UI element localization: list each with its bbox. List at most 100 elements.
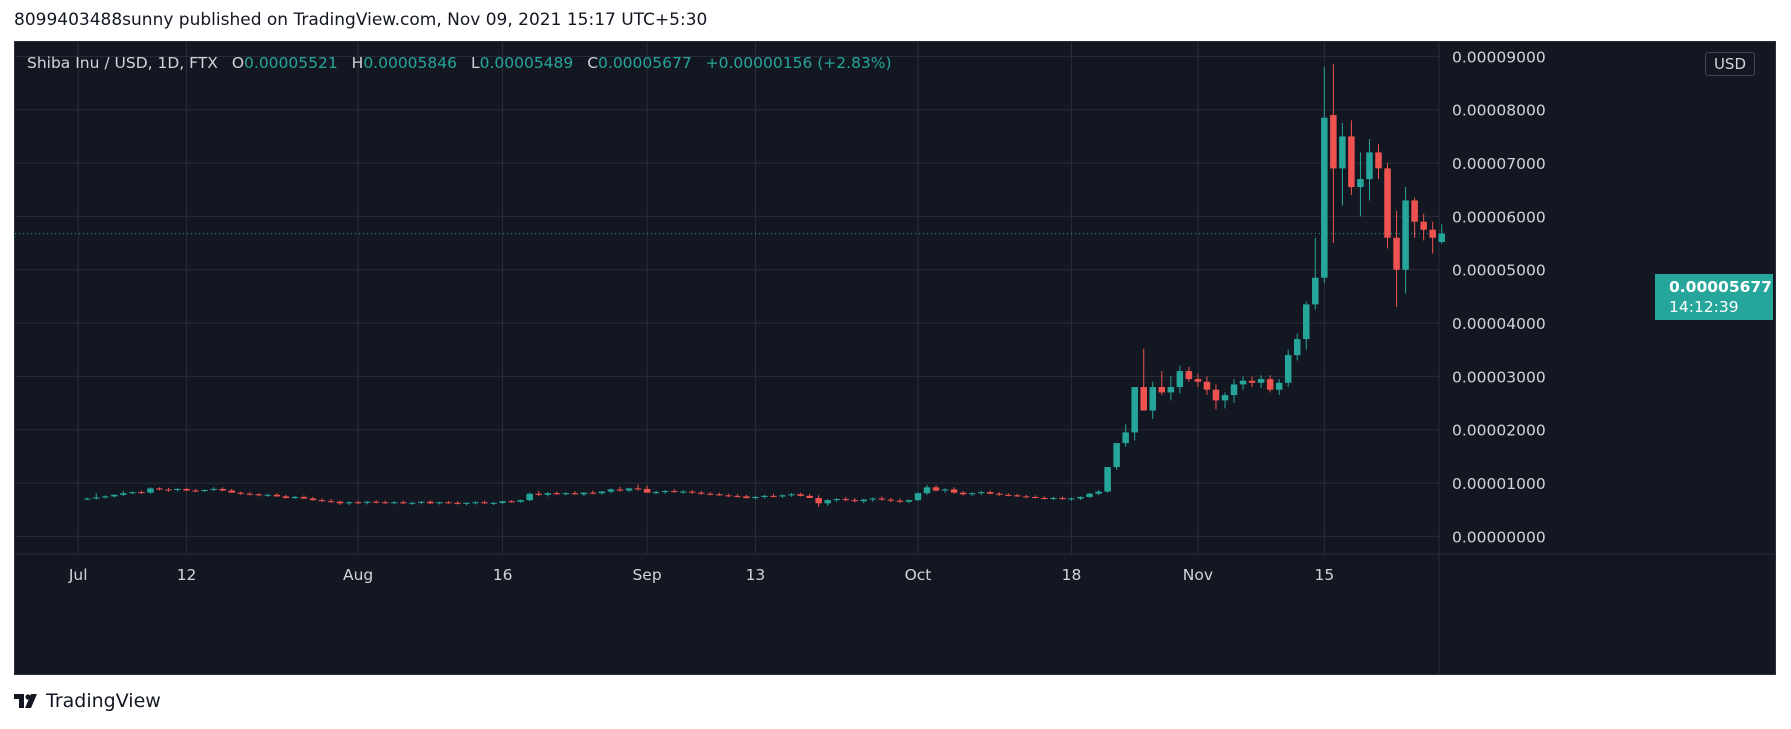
candle-body bbox=[652, 492, 660, 494]
candle bbox=[436, 501, 443, 505]
candle-body bbox=[824, 500, 831, 504]
candle-body bbox=[833, 499, 840, 501]
candle bbox=[1086, 492, 1093, 498]
tradingview-logo-icon bbox=[14, 694, 37, 708]
candle-body bbox=[445, 502, 452, 504]
candle-body bbox=[1095, 491, 1102, 494]
candle-body bbox=[363, 501, 371, 503]
candle bbox=[824, 499, 831, 506]
time-scale[interactable]: Jul 12 Aug 16 Sep 13 Oct 18 Nov 15 bbox=[68, 566, 1334, 584]
candle-body bbox=[1257, 379, 1265, 383]
candle bbox=[761, 494, 768, 499]
candle bbox=[788, 493, 795, 497]
candle-body bbox=[670, 491, 678, 493]
candle-body bbox=[454, 502, 461, 504]
price-tick-label: 0.00009000 bbox=[1452, 48, 1546, 66]
currency-button[interactable]: USD bbox=[1704, 52, 1755, 76]
candle-body bbox=[1293, 339, 1301, 356]
candle-body bbox=[1312, 277, 1319, 305]
price-tick-label: 0.00002000 bbox=[1452, 422, 1546, 440]
candle-body bbox=[553, 493, 561, 495]
candle-body bbox=[580, 492, 588, 495]
candle-body bbox=[1330, 115, 1337, 169]
candle-body bbox=[1068, 498, 1075, 500]
candle-body bbox=[1041, 498, 1048, 499]
time-tick-label: 16 bbox=[493, 566, 513, 584]
candle bbox=[400, 500, 407, 504]
candle-body bbox=[1005, 494, 1012, 496]
candle bbox=[1158, 371, 1166, 396]
candle bbox=[580, 492, 588, 496]
candle-body bbox=[1086, 493, 1093, 497]
candle bbox=[923, 484, 931, 495]
candle bbox=[806, 493, 813, 498]
candle-body bbox=[102, 496, 109, 498]
candle bbox=[896, 498, 904, 503]
candle bbox=[1339, 123, 1346, 206]
candle bbox=[427, 500, 434, 504]
candle bbox=[363, 501, 371, 505]
candle bbox=[1185, 366, 1193, 382]
candle bbox=[1149, 381, 1157, 420]
candle bbox=[1194, 373, 1202, 388]
candle-body bbox=[400, 502, 407, 504]
candle-body bbox=[327, 501, 335, 503]
candle bbox=[138, 490, 145, 494]
candle bbox=[147, 487, 154, 494]
candle bbox=[192, 488, 199, 493]
candle-body bbox=[354, 502, 362, 504]
candle bbox=[309, 496, 317, 501]
chart-panel[interactable]: 0.00009000 0.00008000 0.00007000 0.00006000… bbox=[14, 41, 1776, 675]
price-tick-label: 0.00008000 bbox=[1452, 102, 1546, 120]
candle bbox=[1203, 376, 1211, 396]
last-price-tag: 0.00005677 14:12:39 bbox=[1655, 274, 1773, 320]
candle-body bbox=[788, 494, 795, 496]
candle-body bbox=[797, 494, 804, 496]
price-tick-label: 0.00005000 bbox=[1452, 262, 1546, 280]
candle-body bbox=[1438, 233, 1445, 242]
candle-body bbox=[896, 500, 904, 502]
candle-body bbox=[779, 495, 786, 497]
candle bbox=[445, 501, 452, 504]
candle bbox=[1275, 379, 1283, 396]
candle bbox=[219, 487, 226, 492]
candle bbox=[833, 498, 840, 503]
candle-body bbox=[1284, 355, 1292, 383]
candle bbox=[391, 501, 398, 505]
open-label: O bbox=[231, 54, 245, 72]
candle-body bbox=[914, 493, 922, 501]
candle-body bbox=[1194, 379, 1202, 382]
tradingview-brand[interactable]: TradingView bbox=[14, 690, 161, 712]
candle-body bbox=[869, 498, 877, 500]
candle-body bbox=[418, 501, 425, 503]
candle bbox=[1212, 384, 1220, 410]
candle-body bbox=[138, 492, 145, 494]
candle-body bbox=[1149, 387, 1157, 411]
candle bbox=[517, 499, 524, 503]
candle-body bbox=[111, 494, 118, 497]
candle bbox=[1050, 496, 1057, 501]
candle bbox=[860, 499, 868, 504]
candle bbox=[111, 494, 118, 498]
candle-body bbox=[616, 489, 624, 491]
candle bbox=[1023, 494, 1030, 498]
candle-body bbox=[237, 492, 244, 494]
candle bbox=[1293, 333, 1301, 361]
candlestick-chart[interactable]: 0.00009000 0.00008000 0.00007000 0.00006000… bbox=[15, 42, 1776, 675]
candle bbox=[1140, 348, 1147, 411]
candle bbox=[83, 497, 91, 501]
candle bbox=[535, 491, 542, 496]
candle-body bbox=[923, 487, 931, 494]
candle-body bbox=[427, 501, 434, 504]
candle-body bbox=[950, 489, 958, 493]
candle bbox=[1239, 376, 1247, 390]
candle bbox=[878, 496, 886, 501]
candle bbox=[228, 488, 235, 493]
candle bbox=[887, 498, 895, 503]
candle-body bbox=[1357, 179, 1364, 188]
candle bbox=[318, 498, 326, 502]
price-scale[interactable]: 0.00009000 0.00008000 0.00007000 0.00006000… bbox=[1452, 48, 1546, 546]
candle-body bbox=[1131, 387, 1138, 433]
candle-body bbox=[734, 495, 741, 497]
candle bbox=[743, 494, 750, 499]
